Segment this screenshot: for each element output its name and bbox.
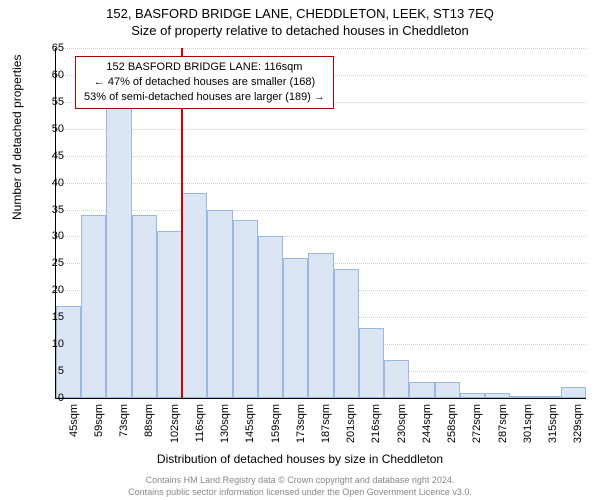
- y-tick-label: 40: [52, 177, 64, 189]
- credit-line-1: Contains HM Land Registry data © Crown c…: [0, 475, 600, 485]
- grid-line: [56, 183, 586, 184]
- y-tick-label: 60: [52, 69, 64, 81]
- histogram-bar: [485, 393, 510, 398]
- y-tick-label: 15: [52, 311, 64, 323]
- x-tick-label: 272sqm: [471, 404, 483, 444]
- histogram-bar: [435, 382, 460, 398]
- y-tick-label: 50: [52, 123, 64, 135]
- histogram-bar: [258, 236, 283, 398]
- x-tick-label: 145sqm: [244, 404, 256, 444]
- histogram-bar: [384, 360, 409, 398]
- histogram-bar: [132, 215, 157, 398]
- y-tick-label: 45: [52, 150, 64, 162]
- histogram-bar: [157, 231, 182, 398]
- histogram-bar: [106, 102, 131, 398]
- histogram-bar: [233, 220, 258, 398]
- x-tick-label: 159sqm: [270, 404, 282, 444]
- x-axis-label: Distribution of detached houses by size …: [0, 452, 600, 466]
- x-tick-label: 244sqm: [421, 404, 433, 444]
- x-tick-label: 59sqm: [93, 404, 105, 444]
- x-tick-label: 102sqm: [169, 404, 181, 444]
- x-tick-label: 258sqm: [446, 404, 458, 444]
- x-tick-label: 287sqm: [497, 404, 509, 444]
- info-box: 152 BASFORD BRIDGE LANE: 116sqm← 47% of …: [75, 56, 334, 109]
- grid-line: [56, 156, 586, 157]
- info-line: 53% of semi-detached houses are larger (…: [84, 90, 325, 105]
- x-tick-label: 216sqm: [370, 404, 382, 444]
- histogram-bar: [409, 382, 434, 398]
- y-tick-label: 55: [52, 96, 64, 108]
- x-tick-label: 230sqm: [396, 404, 408, 444]
- chart-title-sub: Size of property relative to detached ho…: [0, 21, 600, 38]
- x-tick-label: 45sqm: [68, 404, 80, 444]
- histogram-bar: [460, 393, 485, 398]
- y-tick-label: 5: [58, 365, 64, 377]
- x-tick-label: 201sqm: [345, 404, 357, 444]
- y-axis-label: Number of detached properties: [10, 55, 24, 220]
- histogram-bar: [81, 215, 106, 398]
- x-tick-label: 329sqm: [572, 404, 584, 444]
- histogram-bar: [536, 396, 561, 398]
- x-tick-label: 73sqm: [118, 404, 130, 444]
- x-tick-label: 315sqm: [547, 404, 559, 444]
- histogram-bar: [510, 396, 535, 398]
- histogram-bar: [359, 328, 384, 398]
- x-tick-label: 301sqm: [522, 404, 534, 444]
- y-tick-label: 0: [58, 392, 64, 404]
- chart-title-main: 152, BASFORD BRIDGE LANE, CHEDDLETON, LE…: [0, 0, 600, 21]
- y-tick-label: 65: [52, 42, 64, 54]
- x-tick-label: 116sqm: [194, 404, 206, 444]
- info-line: ← 47% of detached houses are smaller (16…: [84, 75, 325, 90]
- histogram-bar: [182, 193, 207, 398]
- x-tick-label: 173sqm: [295, 404, 307, 444]
- grid-line: [56, 129, 586, 130]
- x-tick-label: 88sqm: [143, 404, 155, 444]
- grid-line: [56, 210, 586, 211]
- histogram-bar: [207, 210, 232, 398]
- info-line: 152 BASFORD BRIDGE LANE: 116sqm: [84, 60, 325, 75]
- y-tick-label: 25: [52, 257, 64, 269]
- x-tick-label: 187sqm: [320, 404, 332, 444]
- y-tick-label: 10: [52, 338, 64, 350]
- y-tick-label: 35: [52, 204, 64, 216]
- histogram-bar: [308, 253, 333, 398]
- y-tick-label: 20: [52, 284, 64, 296]
- credit-line-2: Contains public sector information licen…: [0, 487, 600, 497]
- histogram-bar: [561, 387, 586, 398]
- x-tick-label: 130sqm: [219, 404, 231, 444]
- grid-line: [56, 48, 586, 49]
- histogram-bar: [283, 258, 308, 398]
- y-tick-label: 30: [52, 230, 64, 242]
- histogram-bar: [334, 269, 359, 398]
